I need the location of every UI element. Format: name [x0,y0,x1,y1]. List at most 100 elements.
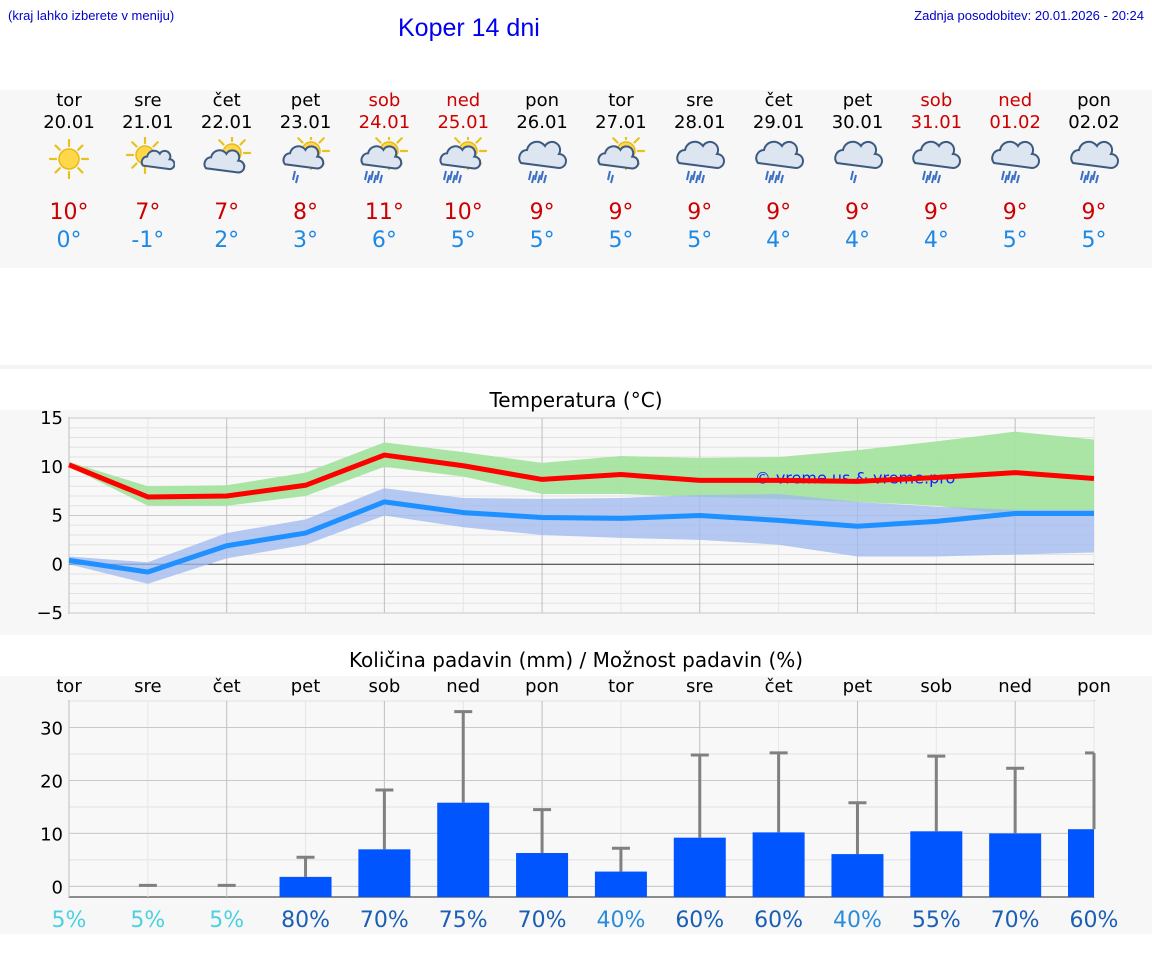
forecast-day: čet 29.01 9° 4° [739,90,819,253]
temp-max: 9° [766,200,792,225]
x-category-label: pon [525,676,559,697]
day-date: 26.01 [516,112,568,133]
temp-max: 8° [293,200,319,225]
cloud-rain-icon [518,140,568,184]
precipitation-chance-label: 60% [675,908,724,933]
forecast-day: sre 21.01 7° -1° [108,90,188,253]
temp-max: 9° [923,200,949,225]
x-category-label: tor [56,676,82,697]
cloud-sun-icon [203,137,251,174]
day-date: 20.01 [43,112,95,133]
cloud-rain-icon [754,140,804,184]
x-category-label: pon [1077,676,1111,697]
day-name: sob [920,90,953,111]
forecast-day: ned 25.01 10° 5° [423,90,503,253]
temp-max: 9° [687,200,713,225]
x-category-label: čet [765,676,793,697]
temp-max: 9° [1002,200,1028,225]
day-date: 30.01 [831,112,884,133]
day-name: pon [525,90,560,111]
page-title: Koper 14 dni [398,14,540,42]
precipitation-chance-label: 60% [1070,908,1119,933]
x-category-label: pet [843,676,873,697]
precipitation-chart-title: Količina padavin (mm) / Možnost padavin … [348,648,804,672]
forecast-day: čet 22.01 7° 2° [187,90,267,253]
forecast-day: sre 28.01 9° 5° [660,90,740,253]
temp-max: 9° [1081,200,1107,225]
rain-drops [922,170,942,184]
temp-min: -1° [131,228,165,253]
rain-drops [685,170,705,184]
temp-max: 9° [529,200,555,225]
x-category-label: pet [291,676,321,697]
precipitation-bar [989,833,1042,897]
x-category-label: ned [446,676,480,697]
cloud-shape [991,140,1041,170]
day-date: 23.01 [279,112,332,133]
temp-max: 7° [135,200,161,225]
cloud-shape [833,140,883,170]
forecast-day: pet 23.01 8° 3° [266,90,346,253]
day-date: 29.01 [752,112,805,133]
day-date: 31.01 [910,112,963,133]
forecast-day: sob 24.01 11° 6° [344,90,424,253]
cloud-shape [282,145,324,170]
x-category-label: tor [608,676,634,697]
y-tick-label: 0 [52,554,63,575]
temperature-chart-title: Temperatura (°C) [489,388,663,412]
day-date: 02.02 [1068,112,1120,133]
temp-min: 4° [845,228,870,253]
max-range-band [69,431,1094,516]
precipitation-bar [752,832,805,897]
y-tick-label: 10 [40,457,63,478]
precipitation-chance-label: 75% [439,908,488,933]
day-date: 27.01 [595,112,647,133]
x-category-label: sre [134,676,161,697]
cloud-rain-icon [991,140,1041,184]
rain-drops [364,170,384,184]
precipitation-bar [516,853,569,897]
y-tick-label: 10 [40,824,63,845]
temp-min: 5° [529,228,555,253]
precipitation-chance-label: 5% [209,908,244,933]
day-date: 22.01 [200,112,253,133]
sun-cloud-rain-icon [597,137,646,184]
sun-cloud-heavy-rain-icon [439,137,488,184]
rain-drops [291,170,299,184]
precipitation-chance-label: 70% [991,908,1040,933]
x-category-label: sob [368,676,400,697]
day-name: pet [842,90,873,111]
day-name: tor [608,90,634,111]
temp-min: 5° [1081,228,1107,253]
day-date: 21.01 [122,112,174,133]
cloud-shape [360,145,403,170]
max-temperature-line [68,452,1095,500]
cloud-shape [676,140,725,170]
forecast-day: pon 26.01 9° 5° [502,90,582,253]
y-tick-label: 15 [40,410,63,429]
precipitation-chance-label: 5% [130,908,165,933]
temp-min: 6° [371,228,397,253]
rain-drops [443,170,463,184]
sun-cloud-heavy-rain-icon [360,137,409,184]
forecast-day: tor 20.01 10° 0° [29,90,109,253]
cloud-shape [912,140,962,170]
min-temperature-line [68,499,1094,575]
temp-min: 5° [687,228,713,253]
temp-max: 10° [443,200,483,225]
day-date: 25.01 [437,112,490,133]
temp-min: 3° [293,228,319,253]
forecast-day: ned 01.02 9° 5° [975,90,1055,253]
location-hint: (kraj lahko izberete v meniju) [8,8,175,23]
precipitation-bar [910,831,963,897]
y-tick-label: −5 [36,603,63,624]
day-name: sre [134,90,162,111]
precipitation-chance-label: 70% [518,908,567,933]
sun-cloud-icon [125,137,175,175]
day-date: 24.01 [358,112,411,133]
precipitation-bar [594,871,647,897]
min-range-band [69,488,1094,584]
day-name: ned [446,90,481,111]
temp-max: 11° [364,200,404,225]
